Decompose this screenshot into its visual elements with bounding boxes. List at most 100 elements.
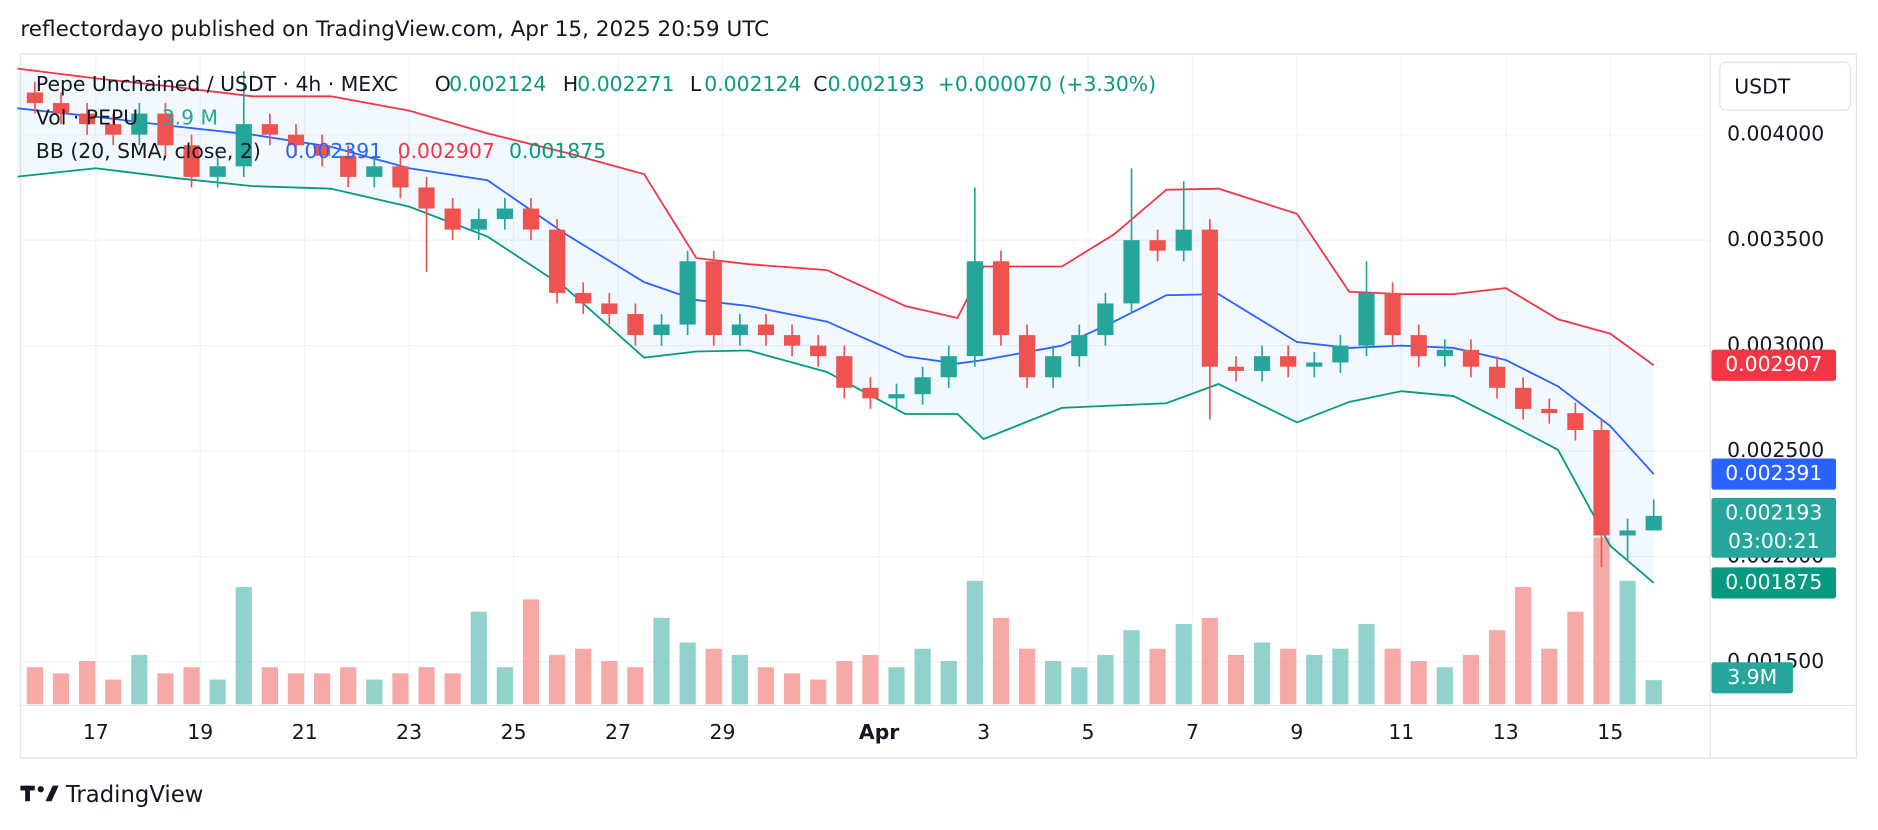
- change: +0.000070 (+3.30%): [938, 72, 1156, 96]
- volume-bar: [470, 611, 487, 705]
- x-tick-label: 19: [187, 720, 213, 744]
- volume-bar: [1071, 667, 1088, 705]
- volume-bar: [836, 661, 853, 705]
- candle-body: [1071, 335, 1088, 357]
- volume-bar: [1645, 680, 1662, 705]
- candle-body: [418, 187, 435, 209]
- plot: [17, 67, 1662, 705]
- volume-bar: [783, 673, 801, 705]
- lower-badge: [1711, 567, 1837, 599]
- candle-body: [496, 208, 513, 220]
- volume-bar: [1018, 648, 1036, 705]
- volume-bar: [1097, 654, 1114, 705]
- x-tick-label: 27: [605, 720, 631, 744]
- volume-legend: Vol · PEPU: [36, 106, 138, 130]
- x-tick-label: 5: [1082, 720, 1095, 744]
- volume-bar: [183, 667, 200, 705]
- volume-bar: [418, 667, 435, 705]
- volume-bar: [1123, 630, 1140, 705]
- volume-bar: [731, 654, 748, 705]
- ohlc-letter: C: [813, 72, 827, 96]
- indicator-legend: BB (20, SMA, close, 2): [36, 139, 261, 163]
- candle-body: [1436, 349, 1453, 357]
- middle-badge: [1711, 458, 1837, 490]
- candle-body: [940, 356, 957, 378]
- x-tick-label: 11: [1388, 720, 1414, 744]
- volume-bar: [1358, 624, 1375, 705]
- indicator-value: 0.002907: [398, 139, 495, 163]
- candle-body: [1567, 413, 1584, 431]
- y-tick-label: 0.002500: [1727, 438, 1824, 462]
- volume-bar: [261, 667, 278, 705]
- candle-body: [862, 387, 879, 399]
- candle-body: [1201, 229, 1218, 367]
- volume-bar: [444, 673, 461, 705]
- candle-body: [992, 261, 1010, 336]
- candle-body: [366, 166, 383, 177]
- candle-body: [653, 324, 670, 336]
- volume-bar: [52, 673, 70, 705]
- legend: Pepe Unchained / USDT · 4h · MEXC Vol · …: [36, 72, 1156, 163]
- volume-bar: [888, 667, 905, 705]
- x-tick-label: 29: [710, 720, 736, 744]
- last-price-badge-text: 03:00:21: [1728, 529, 1819, 553]
- volume-bar: [653, 617, 670, 705]
- candle-body: [287, 134, 305, 146]
- currency: USDT: [1734, 74, 1791, 98]
- candle-body: [888, 394, 905, 399]
- logo-shape: [37, 786, 44, 793]
- volume-bar: [810, 679, 827, 705]
- candle-body: [1488, 366, 1506, 388]
- currency-box[interactable]: [1719, 61, 1852, 111]
- candle-body: [131, 113, 148, 135]
- x-tick-label: 3: [977, 720, 990, 744]
- volume-bar: [1410, 661, 1427, 705]
- volume-bar: [105, 679, 122, 705]
- ohlc-value: 0.002271: [577, 72, 674, 96]
- symbol: Pepe Unchained / USDT · 4h · MEXC: [36, 72, 398, 96]
- x-tick-label: 21: [292, 720, 318, 744]
- volume-bar: [314, 673, 331, 705]
- x-tick-label: Apr: [859, 720, 899, 744]
- band-line: [17, 67, 1655, 366]
- y-tick-label: 0.003500: [1727, 227, 1824, 251]
- volume-bar: [1332, 648, 1349, 705]
- volume-bar: [679, 642, 696, 705]
- candle-body: [235, 124, 252, 167]
- candle-body: [1384, 292, 1401, 336]
- volume-bar: [1541, 648, 1558, 705]
- volume-bar: [392, 673, 409, 705]
- volume-bar: [209, 679, 226, 705]
- volume-bar: [914, 648, 931, 705]
- ohlc-value: 0.002193: [828, 72, 925, 96]
- ohlc-letter: L: [690, 72, 702, 96]
- volume-bar: [601, 661, 618, 705]
- volume-bar: [496, 667, 513, 705]
- brand-logo: TradingView: [20, 782, 203, 808]
- candle-body: [1358, 292, 1375, 346]
- candle-body: [1097, 303, 1114, 336]
- volume-bar: [26, 667, 43, 705]
- candle-body: [783, 335, 801, 346]
- volume-bar: [1384, 648, 1401, 705]
- candle-body: [836, 356, 853, 388]
- volume-bar: [1253, 642, 1271, 705]
- volume-bar: [1201, 617, 1218, 705]
- volume-bar: [757, 667, 775, 705]
- volume-bar: [940, 661, 957, 705]
- upper-badge-text: 0.002907: [1725, 352, 1822, 376]
- ohlc-value: 0.002124: [449, 72, 546, 96]
- volume-bar: [705, 648, 722, 705]
- x-tick-label: 23: [396, 720, 422, 744]
- volume-bar: [1593, 537, 1610, 705]
- x-tick-label: 13: [1493, 720, 1519, 744]
- volume-bar: [366, 679, 383, 705]
- candle-body: [1593, 430, 1610, 536]
- volume-bar: [627, 667, 644, 705]
- candle-body: [392, 166, 409, 188]
- candle-body: [731, 324, 748, 336]
- upper-badge: [1711, 349, 1837, 381]
- candle-body: [1018, 335, 1036, 378]
- candle-body: [470, 219, 487, 230]
- volume-bar: [1045, 661, 1062, 705]
